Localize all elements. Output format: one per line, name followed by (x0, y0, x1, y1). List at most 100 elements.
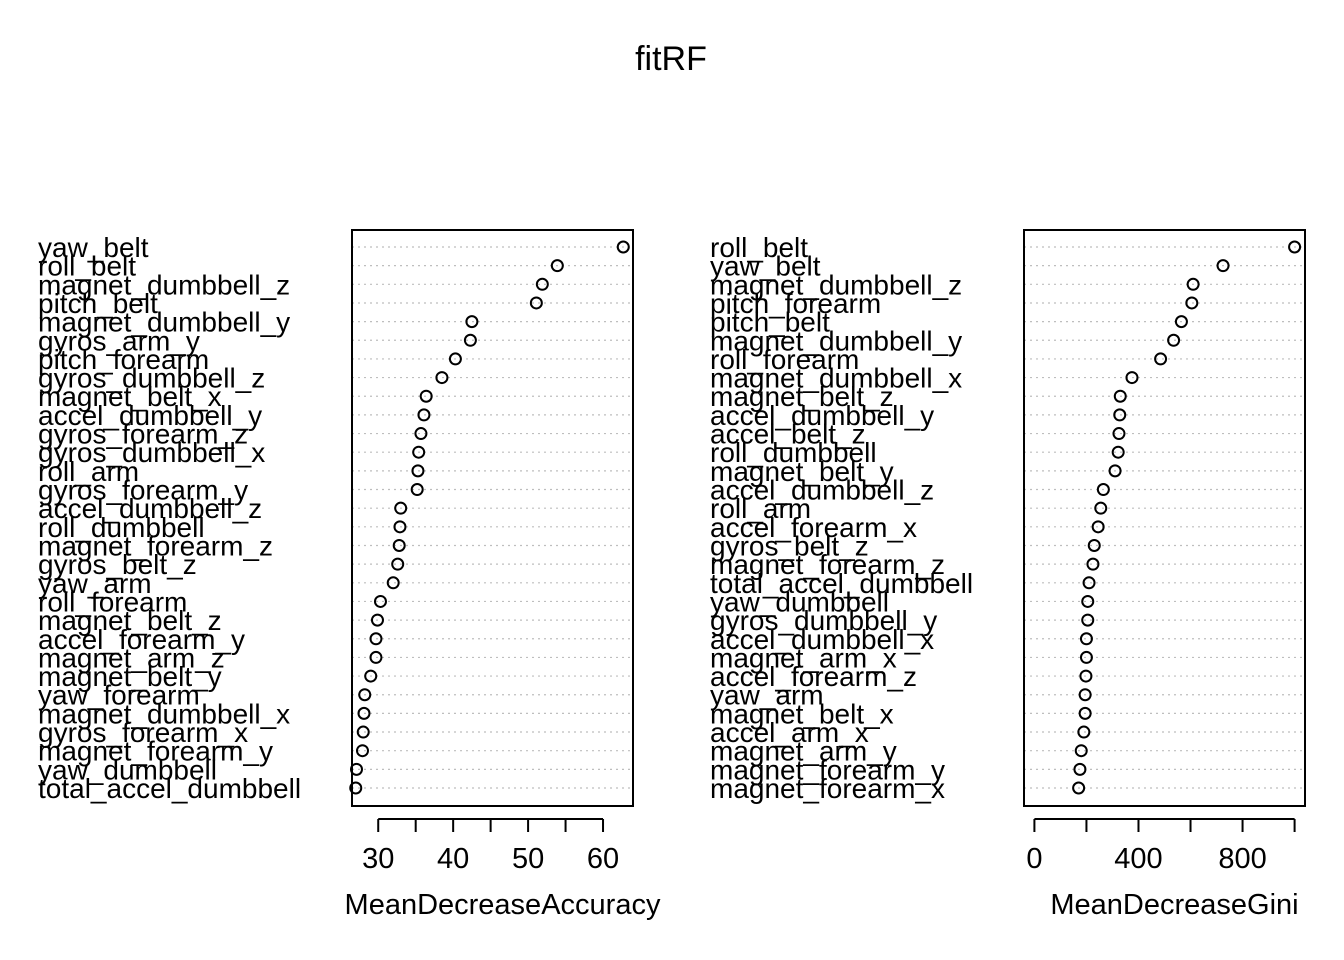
category-label: accel_belt_z (710, 419, 866, 450)
data-point (1125, 371, 1139, 385)
category-label: yaw_belt (38, 232, 149, 263)
category-label: accel_forearm_z (710, 661, 917, 692)
x-tick-label: 800 (1218, 843, 1266, 875)
data-point (1094, 501, 1108, 515)
category-label: total_accel_dumbbell (38, 773, 301, 804)
category-label: accel_forearm_y (38, 624, 245, 655)
data-point (435, 371, 449, 385)
category-label: gyros_dumbbell_z (38, 363, 265, 394)
x-tick-label: 40 (437, 843, 469, 875)
data-point (1108, 464, 1122, 478)
category-label: magnet_belt_y (38, 661, 222, 692)
data-point (1086, 557, 1100, 571)
category-label: magnet_forearm_x (710, 773, 945, 804)
data-point (391, 557, 405, 571)
data-point (392, 538, 406, 552)
x-tick-label: 30 (362, 843, 394, 875)
category-label: magnet_forearm_y (38, 736, 273, 767)
data-point (357, 706, 371, 720)
data-point (550, 259, 564, 273)
panel-1: yaw_beltroll_beltmagnet_dumbbell_zpitch_… (38, 229, 661, 921)
category-label: magnet_arm_y (710, 736, 897, 767)
category-label: roll_belt (38, 251, 136, 282)
chart-title: fitRF (635, 40, 707, 78)
data-point (1113, 408, 1127, 422)
category-label: yaw_belt (710, 251, 821, 282)
category-label: pitch_forearm (710, 288, 881, 319)
data-point (349, 762, 363, 776)
data-point (1073, 762, 1087, 776)
data-point (1216, 259, 1230, 273)
x-axis-label: MeanDecreaseGini (1050, 889, 1298, 921)
category-label: magnet_dumbbell_y (710, 325, 962, 356)
data-point (1174, 315, 1188, 329)
category-label: accel_forearm_x (710, 512, 917, 543)
category-label: gyros_dumbbell_y (710, 605, 937, 636)
data-point (417, 408, 431, 422)
data-point (529, 296, 543, 310)
category-label: total_accel_dumbbell (710, 568, 973, 599)
category-label: roll_arm (710, 493, 811, 524)
category-label: pitch_belt (38, 288, 158, 319)
data-point (1079, 669, 1093, 683)
category-label: magnet_arm_x (710, 642, 897, 673)
category-label: magnet_dumbbell_x (38, 698, 290, 729)
panel-2: roll_beltyaw_beltmagnet_dumbbell_zpitch_… (710, 229, 1306, 921)
data-point (1096, 483, 1110, 497)
x-tick-label: 400 (1114, 843, 1162, 875)
category-label: roll_forearm (710, 344, 859, 375)
category-label: magnet_belt_z (38, 605, 222, 636)
category-label: accel_dumbbell_x (710, 624, 934, 655)
category-label: accel_dumbbell_y (710, 400, 934, 431)
category-label: magnet_belt_y (710, 456, 894, 487)
data-point (356, 725, 370, 739)
category-label: magnet_dumbbell_z (38, 269, 290, 300)
category-label: accel_dumbbell_y (38, 400, 262, 431)
category-label: roll_arm (38, 456, 139, 487)
category-label: yaw_dumbbell (38, 754, 217, 785)
category-label: gyros_forearm_x (38, 717, 248, 748)
category-label: gyros_forearm_y (38, 475, 248, 506)
data-point (1112, 427, 1126, 441)
category-label: accel_arm_x (710, 717, 869, 748)
data-point (355, 744, 369, 758)
data-point (1072, 781, 1086, 795)
category-label: pitch_forearm (38, 344, 209, 375)
category-label: magnet_dumbbell_y (38, 307, 290, 338)
data-point (410, 483, 424, 497)
data-point (412, 445, 426, 459)
category-label: magnet_dumbbell_x (710, 363, 962, 394)
category-label: magnet_belt_z (710, 381, 894, 412)
x-axis-label: MeanDecreaseAccuracy (345, 889, 661, 921)
data-point (369, 632, 383, 646)
data-point (1077, 725, 1091, 739)
data-point (414, 427, 428, 441)
category-label: yaw_dumbbell (710, 586, 889, 617)
category-label: yaw_arm (710, 680, 824, 711)
category-label: magnet_dumbbell_z (710, 269, 962, 300)
data-point (394, 501, 408, 515)
category-label: roll_dumbbell (710, 437, 877, 468)
data-point (349, 781, 363, 795)
plot-frame (1023, 229, 1306, 807)
category-label: gyros_arm_y (38, 325, 200, 356)
category-label: magnet_belt_x (38, 381, 222, 412)
category-label: gyros_belt_z (710, 530, 869, 561)
x-tick-label: 0 (1026, 843, 1042, 875)
data-point (616, 240, 630, 254)
data-point (465, 315, 479, 329)
category-label: magnet_arm_z (38, 642, 225, 673)
data-point (1074, 744, 1088, 758)
data-point (1154, 352, 1168, 366)
data-point (419, 389, 433, 403)
data-point (1087, 538, 1101, 552)
category-label: magnet_forearm_y (710, 754, 945, 785)
category-label: gyros_dumbbell_x (38, 437, 265, 468)
data-point (411, 464, 425, 478)
data-point (1079, 632, 1093, 646)
data-point (1078, 688, 1092, 702)
category-label: yaw_arm (38, 568, 152, 599)
data-point (1288, 240, 1302, 254)
data-point (1081, 594, 1095, 608)
